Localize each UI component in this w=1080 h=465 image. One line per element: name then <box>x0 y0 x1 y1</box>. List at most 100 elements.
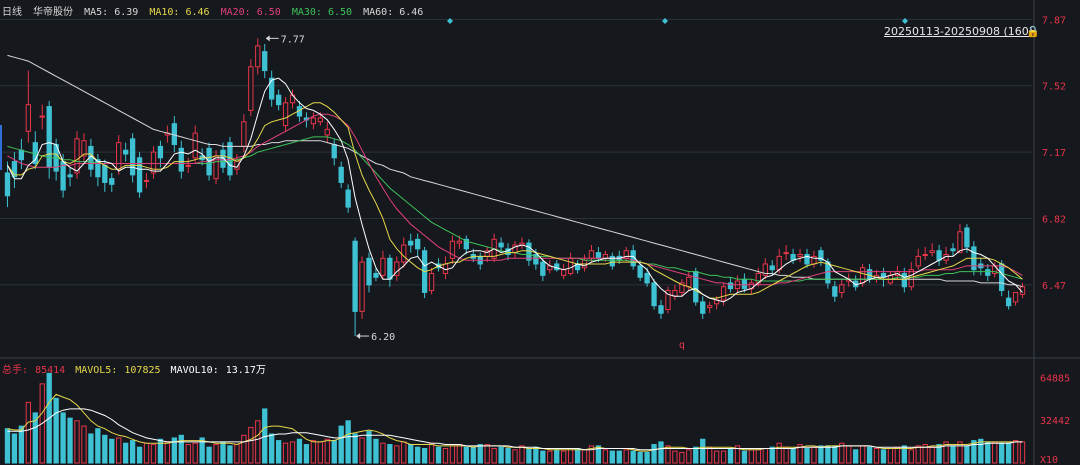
volume-bar <box>887 447 894 464</box>
candle-body <box>255 45 261 68</box>
volume-bar <box>415 446 421 464</box>
volume-bar <box>595 445 602 464</box>
mavol5-label: MAVOL5: <box>75 365 118 376</box>
ma20-value: 6.50 <box>256 7 281 18</box>
volume-bar <box>978 438 984 464</box>
volume-bar <box>999 442 1005 464</box>
candle-body <box>526 242 532 261</box>
candle-body <box>762 263 768 276</box>
volume-bar <box>985 441 991 464</box>
volume-bar <box>936 444 942 464</box>
candle-body <box>915 255 921 267</box>
volume-bar <box>338 425 344 464</box>
volume-bar <box>964 445 970 464</box>
candle-body <box>679 282 685 293</box>
candle-body <box>866 269 873 280</box>
volume-bar <box>908 449 914 464</box>
candle-body <box>818 250 824 261</box>
candle-body <box>136 157 143 193</box>
volume-bar <box>296 438 303 464</box>
volume-bar <box>185 444 191 464</box>
candle-body <box>720 286 727 301</box>
candle-body <box>832 286 838 297</box>
event-diamond-icon <box>662 18 668 24</box>
candle-body <box>123 149 129 155</box>
event-diamond-icon <box>447 18 453 24</box>
volume-bar <box>971 440 977 464</box>
price-tick-label: 6.47 <box>1042 281 1066 292</box>
volume-bar <box>790 447 796 464</box>
volume-bar <box>901 445 907 464</box>
ma20-line <box>7 113 1023 286</box>
volume-bar <box>394 445 400 464</box>
volume-bar <box>32 412 38 464</box>
volume-bar <box>505 447 511 464</box>
candle-body <box>331 144 337 159</box>
volume-bar <box>588 445 595 464</box>
volume-bar <box>484 444 490 464</box>
ma60-legend: MA60: 6.46 <box>363 7 423 18</box>
mavol10-line <box>7 408 1023 451</box>
date-range-label[interactable]: 20250113-20250908 (160) <box>884 25 1034 38</box>
volume-bar <box>734 445 741 464</box>
volume-bar <box>373 438 379 464</box>
candle-body <box>18 149 25 161</box>
lock-icon[interactable]: 🔒 <box>1026 25 1040 38</box>
candle-body <box>157 145 164 159</box>
volume-bar <box>116 437 122 464</box>
ma30-label: MA30: <box>291 7 322 18</box>
candle-body <box>359 261 365 312</box>
candle-body <box>11 161 18 178</box>
volume-bar <box>707 446 713 464</box>
candle-body <box>922 254 928 257</box>
volume-bar <box>859 445 866 464</box>
candle-body <box>707 305 713 309</box>
ma30-legend: MA30: 6.50 <box>292 7 352 18</box>
candle-body <box>609 255 615 267</box>
candle-body <box>700 301 706 314</box>
mavol10-value: 13.17万 <box>225 365 266 376</box>
volume-bar <box>609 450 615 464</box>
candle-body <box>985 269 991 276</box>
candle-body <box>957 231 963 254</box>
volume-bar <box>220 441 226 464</box>
volume-bar <box>199 437 205 464</box>
ma10-label: MA10: <box>149 7 180 18</box>
candle-body <box>463 238 469 250</box>
candle-body <box>248 66 254 111</box>
ma10-line <box>7 102 1023 299</box>
stock-name: 华帝股份 <box>33 7 74 18</box>
candle-body <box>964 227 970 248</box>
volume-bar <box>234 444 240 464</box>
candle-body <box>651 282 657 307</box>
volume-bar <box>616 450 622 464</box>
ma60-value: 6.46 <box>399 7 424 18</box>
volume-bar <box>25 401 31 464</box>
ma5-value: 6.39 <box>114 7 139 18</box>
volume-bar <box>157 438 164 464</box>
candle-body <box>352 240 358 312</box>
candle-body <box>185 164 191 167</box>
candle-body <box>109 178 115 185</box>
volume-bar <box>53 397 59 464</box>
price-tick-label: 7.17 <box>1042 148 1066 159</box>
period-label: 日线 <box>2 7 22 18</box>
volume-bar <box>839 442 845 464</box>
volume-bar <box>665 445 671 464</box>
volume-bar <box>303 444 310 464</box>
candle-body <box>317 117 323 123</box>
ma30-value: 6.50 <box>327 7 353 18</box>
volume-bar <box>477 444 483 464</box>
volume-bar <box>894 446 901 464</box>
volume-bar <box>428 442 435 464</box>
volume-bar <box>762 447 768 464</box>
volume-bar <box>275 440 282 464</box>
volume-bar <box>866 446 873 464</box>
candle-body <box>220 149 226 168</box>
ma5-line <box>7 77 1023 303</box>
volume-bar <box>679 451 685 464</box>
candle-body <box>950 248 956 252</box>
candle-body <box>373 272 379 278</box>
volume-bar <box>630 450 636 464</box>
